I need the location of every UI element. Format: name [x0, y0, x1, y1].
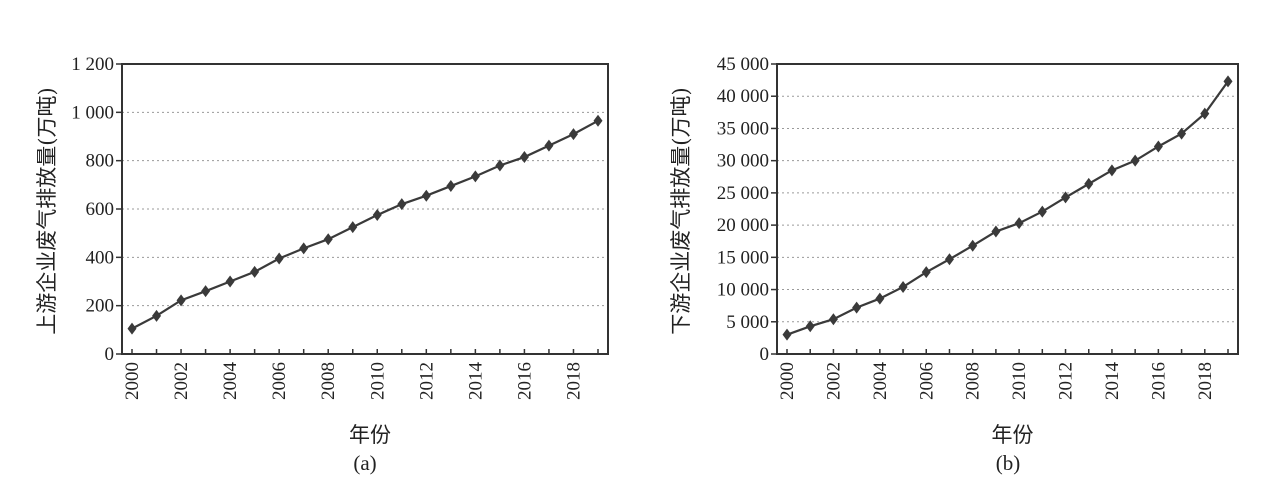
x-tick-label: 2012	[416, 362, 437, 400]
y-tick-label: 600	[86, 199, 115, 220]
data-point	[1084, 177, 1094, 190]
data-point	[348, 221, 358, 234]
y-tick-label: 10 000	[717, 280, 769, 301]
panel-label: (a)	[353, 451, 376, 475]
y-tick-label: 200	[86, 296, 115, 317]
data-point	[1014, 217, 1024, 230]
series-line	[786, 80, 1229, 336]
y-tick-label: 30 000	[717, 151, 769, 172]
y-axis-title: 下游企业废气排放量(万吨)	[669, 87, 693, 334]
x-tick-label: 2008	[318, 362, 339, 400]
data-point	[397, 198, 407, 211]
data-point	[544, 139, 554, 152]
data-point	[568, 128, 578, 141]
data-point	[274, 252, 284, 265]
x-tick-label: 2004	[220, 362, 241, 401]
data-point	[446, 180, 456, 193]
data-point	[176, 294, 186, 307]
x-tick-label: 2004	[870, 362, 891, 401]
x-tick-label: 2010	[367, 362, 388, 400]
data-point	[299, 242, 309, 255]
y-tick-label: 0	[760, 344, 770, 365]
data-point	[944, 253, 954, 266]
x-tick-label: 2014	[465, 362, 486, 401]
data-point	[875, 292, 885, 305]
x-tick-label: 2000	[777, 362, 798, 400]
chart-panel-2: 0 5 000 10 000 15 000 20 000 25 000 30 000 35 0…	[669, 54, 1239, 475]
data-point	[1223, 75, 1233, 88]
data-point	[805, 320, 815, 333]
data-point	[782, 328, 792, 341]
x-tick-label: 2006	[269, 362, 290, 400]
data-point	[323, 233, 333, 246]
y-tick-label: 15 000	[717, 247, 769, 268]
data-point	[372, 209, 382, 222]
x-tick-label: 2016	[1148, 362, 1169, 400]
series-line	[131, 119, 599, 330]
x-tick-label: 2010	[1009, 362, 1030, 400]
x-tick-label: 2016	[514, 362, 535, 400]
data-point	[1177, 127, 1187, 140]
plot-frame	[776, 63, 1239, 355]
y-tick-label: 40 000	[717, 86, 769, 107]
data-point	[968, 239, 978, 252]
y-tick-label: 5 000	[726, 312, 769, 333]
x-tick-label: 2002	[171, 362, 192, 400]
y-tick-label: 20 000	[717, 215, 769, 236]
data-point	[852, 301, 862, 314]
y-tick-label: 400	[86, 247, 115, 268]
x-tick-label: 2018	[1195, 362, 1216, 400]
x-tick-label: 2012	[1056, 362, 1077, 400]
data-point	[519, 151, 529, 164]
y-axis-title: 上游企业废气排放量(万吨)	[35, 87, 59, 334]
data-point	[250, 265, 260, 278]
data-point	[593, 114, 603, 127]
chart-panel-1: 0 200 400 600 800 1 000 1 200 2000 2002 2004 2006 2…	[35, 54, 609, 475]
plot-frame	[121, 63, 609, 355]
x-tick-label: 2000	[122, 362, 143, 400]
data-point	[898, 280, 908, 293]
x-tick-label: 2002	[823, 362, 844, 400]
y-tick-label: 25 000	[717, 183, 769, 204]
y-tick-label: 800	[86, 151, 115, 172]
y-tick-label: 0	[105, 344, 115, 365]
data-point	[921, 266, 931, 279]
panel-label: (b)	[996, 451, 1021, 475]
data-point	[201, 285, 211, 298]
y-tick-label: 1 000	[71, 102, 114, 123]
x-axis-title: 年份	[992, 423, 1034, 447]
data-point	[991, 225, 1001, 238]
data-point	[1061, 191, 1071, 204]
data-point	[495, 159, 505, 172]
y-tick-label: 35 000	[717, 118, 769, 139]
x-axis-title: 年份	[349, 423, 391, 447]
data-point	[225, 275, 235, 288]
data-point	[1107, 164, 1117, 177]
data-point	[828, 313, 838, 326]
y-tick-label: 1 200	[71, 54, 114, 75]
x-tick-label: 2018	[563, 362, 584, 400]
data-point	[470, 170, 480, 183]
x-tick-label: 2014	[1102, 362, 1123, 401]
data-point	[1200, 107, 1210, 120]
data-point	[1153, 140, 1163, 153]
x-tick-label: 2008	[963, 362, 984, 400]
data-point	[152, 309, 162, 322]
data-point	[421, 189, 431, 202]
data-point	[127, 322, 137, 335]
data-point	[1037, 205, 1047, 218]
data-point	[1130, 154, 1140, 167]
y-tick-label: 45 000	[717, 54, 769, 75]
x-tick-label: 2006	[916, 362, 937, 400]
